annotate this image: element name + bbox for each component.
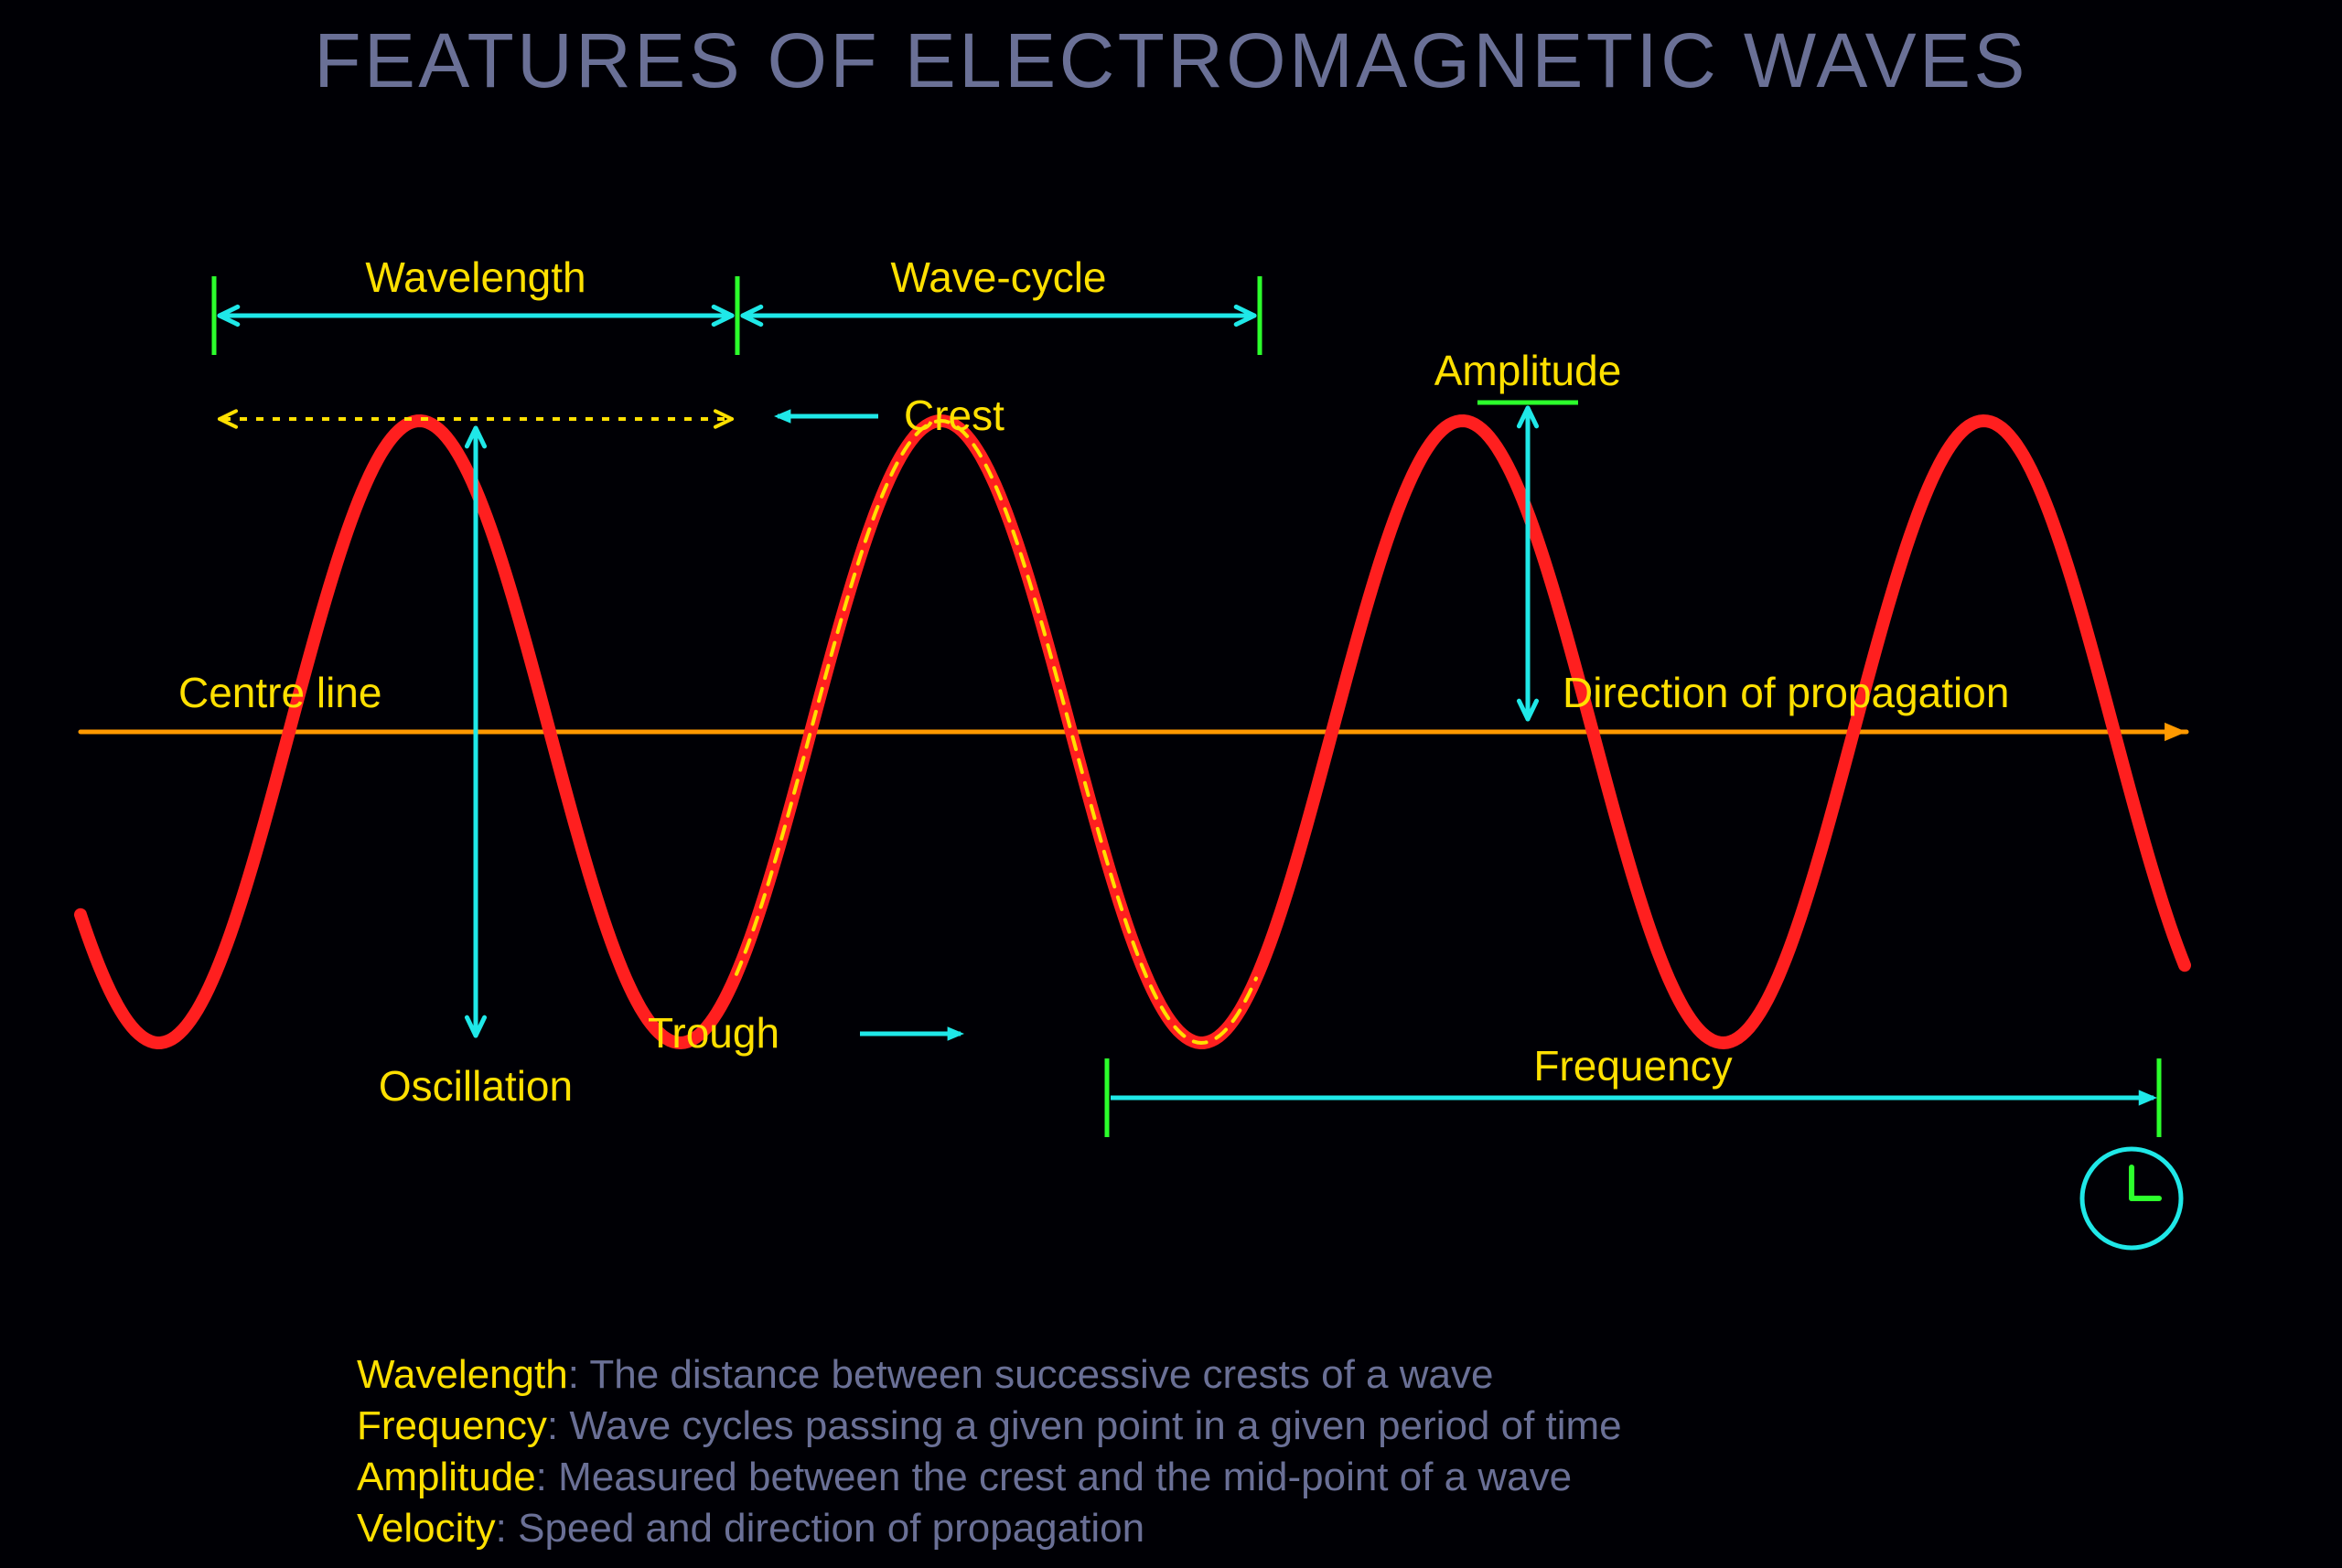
- trough-label: Trough: [648, 1008, 779, 1058]
- definition-term: Velocity: [357, 1506, 496, 1551]
- diagram-root: FEATURES OF ELECTROMAGNETIC WAVES Wavele…: [0, 0, 2342, 1568]
- definition-frequency: Frequency: Wave cycles passing a given p…: [357, 1403, 1622, 1449]
- definition-text: : Wave cycles passing a given point in a…: [547, 1403, 1622, 1448]
- frequency-label: Frequency: [1533, 1041, 1732, 1090]
- definition-velocity: Velocity: Speed and direction of propaga…: [357, 1506, 1144, 1552]
- wavelength-label: Wavelength: [365, 252, 586, 302]
- definition-text: : The distance between successive crests…: [568, 1352, 1494, 1397]
- definition-amplitude: Amplitude: Measured between the crest an…: [357, 1455, 1572, 1500]
- crest-label: Crest: [904, 391, 1004, 440]
- definition-text: : Speed and direction of propagation: [496, 1506, 1144, 1551]
- wavecycle-label: Wave-cycle: [891, 252, 1107, 302]
- definition-term: Amplitude: [357, 1455, 536, 1499]
- direction-label: Direction of propagation: [1563, 668, 2009, 717]
- page-title: FEATURES OF ELECTROMAGNETIC WAVES: [0, 16, 2342, 105]
- oscillation-label: Oscillation: [379, 1061, 573, 1111]
- definition-wavelength: Wavelength: The distance between success…: [357, 1352, 1493, 1398]
- definition-term: Wavelength: [357, 1352, 568, 1397]
- definition-term: Frequency: [357, 1403, 547, 1448]
- definition-text: : Measured between the crest and the mid…: [536, 1455, 1572, 1499]
- amplitude-label: Amplitude: [1434, 346, 1622, 395]
- centre-line-label: Centre line: [178, 668, 381, 717]
- wave-diagram-svg: [0, 0, 2342, 1568]
